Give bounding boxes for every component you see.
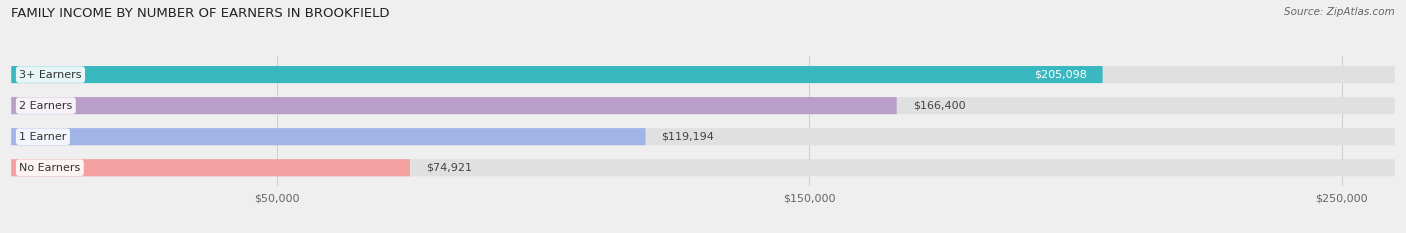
FancyBboxPatch shape [11, 128, 645, 145]
FancyBboxPatch shape [11, 159, 1395, 176]
Text: $74,921: $74,921 [426, 163, 472, 173]
FancyBboxPatch shape [11, 128, 1395, 145]
Text: FAMILY INCOME BY NUMBER OF EARNERS IN BROOKFIELD: FAMILY INCOME BY NUMBER OF EARNERS IN BR… [11, 7, 389, 20]
Text: $119,194: $119,194 [661, 132, 714, 142]
Text: $166,400: $166,400 [912, 101, 966, 111]
FancyBboxPatch shape [11, 159, 411, 176]
FancyBboxPatch shape [11, 66, 1102, 83]
Text: 2 Earners: 2 Earners [20, 101, 73, 111]
FancyBboxPatch shape [11, 97, 1395, 114]
Text: $205,098: $205,098 [1033, 70, 1087, 79]
Text: 3+ Earners: 3+ Earners [20, 70, 82, 79]
Text: 1 Earner: 1 Earner [20, 132, 66, 142]
FancyBboxPatch shape [11, 66, 1395, 83]
Text: Source: ZipAtlas.com: Source: ZipAtlas.com [1284, 7, 1395, 17]
Text: No Earners: No Earners [20, 163, 80, 173]
FancyBboxPatch shape [11, 97, 897, 114]
